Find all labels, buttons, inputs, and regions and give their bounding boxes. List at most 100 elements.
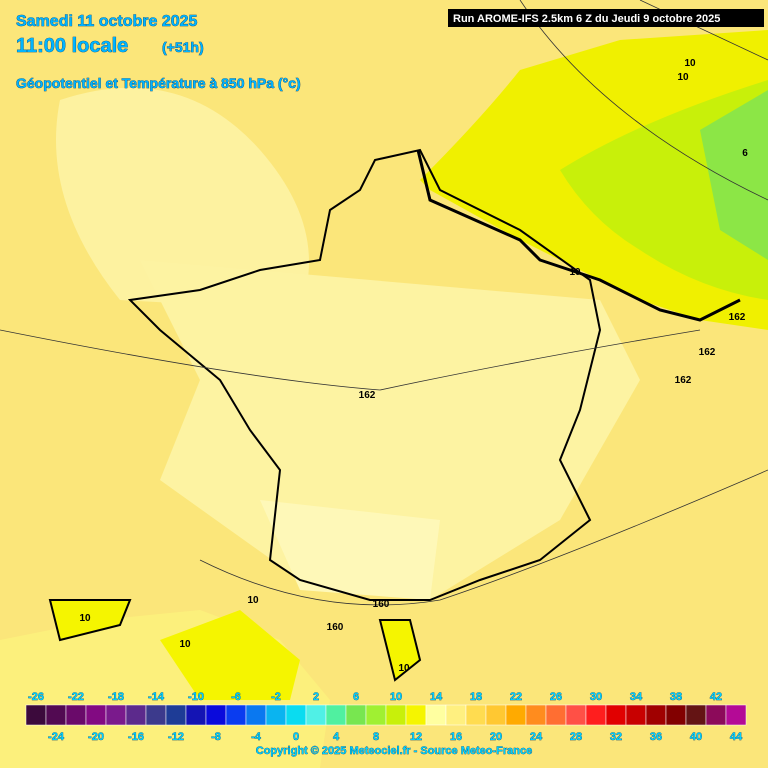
island (48, 599, 132, 642)
colorbar-label: 0 (293, 731, 299, 743)
colorbar-swatch (425, 704, 447, 726)
contour-label: 10 (398, 663, 410, 674)
colorbar-label: 36 (650, 731, 662, 743)
contour-label: 160 (373, 599, 390, 610)
colorbar-label: -10 (188, 691, 204, 703)
colorbar-swatch (545, 704, 567, 726)
colorbar-label: -14 (148, 691, 165, 703)
colorbar-label: 12 (410, 731, 422, 743)
contour-label: 10 (179, 639, 191, 650)
copyright: Copyright © 2025 Meteociel.fr - Source M… (256, 745, 532, 757)
contour-label: 10 (684, 58, 696, 69)
coastline-border (127, 148, 602, 601)
colorbar-swatch (185, 704, 207, 726)
colorbar: -26 -22 -18 -14 -10 -6 -2 2 6 10 14 18 22 26 30 34 38 42-… (25, 691, 747, 743)
colorbar-label: -26 (28, 691, 44, 703)
colorbar-swatch (225, 704, 247, 726)
colorbar-label: -16 (128, 731, 144, 743)
colorbar-label: -18 (108, 691, 124, 703)
contour-label: 10 (677, 72, 689, 83)
colorbar-swatch (465, 704, 487, 726)
contour-label: 6 (742, 148, 748, 159)
colorbar-label: 44 (730, 731, 743, 743)
colorbar-swatch (305, 704, 327, 726)
colorbar-swatch (25, 704, 47, 726)
run-box (448, 9, 764, 27)
colorbar-swatch (45, 704, 67, 726)
colorbar-swatch (685, 704, 707, 726)
colorbar-swatch (445, 704, 467, 726)
temp-zone (160, 610, 300, 700)
colorbar-swatch (205, 704, 227, 726)
colorbar-label: -12 (168, 731, 184, 743)
colorbar-label: 6 (353, 691, 359, 703)
colorbar-swatch (65, 704, 87, 726)
temp-zone (700, 90, 768, 260)
lead-time: (+51h) (162, 39, 204, 55)
contour-label: 162 (675, 375, 692, 386)
colorbar-label: 16 (450, 731, 462, 743)
colorbar-swatch (345, 704, 367, 726)
colorbar-label: 14 (430, 691, 443, 703)
temp-zone (56, 87, 309, 310)
colorbar-swatch (665, 704, 687, 726)
run-info: Run AROME-IFS 2.5km 6 Z du Jeudi 9 octob… (453, 13, 720, 25)
time: 11:00 locale (16, 35, 128, 57)
colorbar-swatch (85, 704, 107, 726)
colorbar-label: 30 (590, 691, 602, 703)
field-title: Géopotentiel et Température à 850 hPa (°… (16, 75, 301, 91)
colorbar-swatch (165, 704, 187, 726)
colorbar-label: 18 (470, 691, 482, 703)
colorbar-swatch (365, 704, 387, 726)
contour-labels: 10 10 6 10 162 162 162 162 10 10 160 160 10 10 (79, 58, 748, 674)
contour-label: 162 (729, 312, 746, 323)
colorbar-swatch (265, 704, 287, 726)
colorbar-swatch (125, 704, 147, 726)
colorbar-label: 24 (530, 731, 543, 743)
colorbar-swatch (485, 704, 507, 726)
colorbar-label: -8 (211, 731, 221, 743)
country-border (416, 149, 741, 322)
contour-label: 10 (569, 267, 581, 278)
island (378, 619, 422, 682)
colorbar-swatch (705, 704, 727, 726)
isoline (199, 469, 768, 606)
colorbar-label: -22 (68, 691, 84, 703)
date: Samedi 11 octobre 2025 (16, 13, 198, 30)
colorbar-swatch (585, 704, 607, 726)
colorbar-label: 2 (313, 691, 319, 703)
colorbar-swatch (605, 704, 627, 726)
colorbar-swatch (245, 704, 267, 726)
colorbar-label: 22 (510, 691, 522, 703)
colorbar-swatch (725, 704, 747, 726)
colorbar-label: 42 (710, 691, 722, 703)
colorbar-swatch (325, 704, 347, 726)
isoline (519, 0, 768, 201)
colorbar-swatch (645, 704, 667, 726)
colorbar-label: -4 (251, 731, 262, 743)
colorbar-swatch (625, 704, 647, 726)
colorbar-swatch (385, 704, 407, 726)
contour-label: 162 (359, 390, 376, 401)
contour-label: 10 (79, 613, 91, 624)
colorbar-label: 32 (610, 731, 622, 743)
colorbar-label: 26 (550, 691, 562, 703)
colorbar-label: -20 (88, 731, 104, 743)
colorbar-label: -24 (48, 731, 65, 743)
colorbar-swatch (405, 704, 427, 726)
colorbar-label: 34 (630, 691, 643, 703)
temp-zone (140, 260, 640, 600)
colorbar-label: -2 (271, 691, 281, 703)
colorbar-swatch (285, 704, 307, 726)
contour-label: 10 (247, 595, 259, 606)
contour-label: 162 (699, 347, 716, 358)
colorbar-label: 28 (570, 731, 582, 743)
colorbar-label: 8 (373, 731, 379, 743)
colorbar-swatch (145, 704, 167, 726)
isoline (0, 329, 701, 391)
colorbar-label: 40 (690, 731, 702, 743)
colorbar-swatch (565, 704, 587, 726)
colorbar-label: 20 (490, 731, 502, 743)
temp-zone (260, 500, 440, 600)
